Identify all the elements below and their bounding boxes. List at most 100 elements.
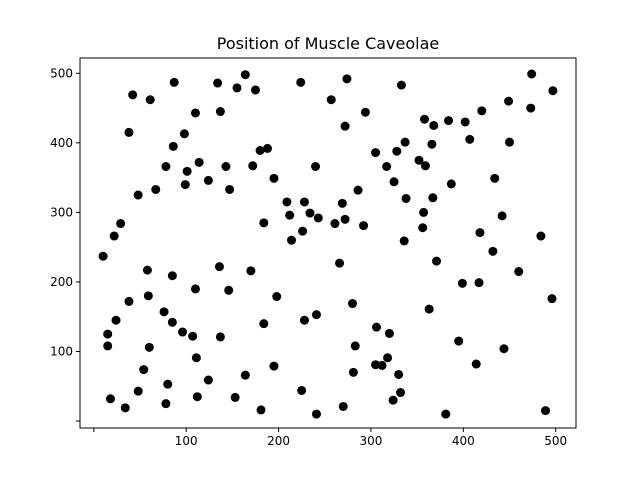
scatter-point <box>526 103 536 113</box>
scatter-point <box>282 197 292 207</box>
scatter-point <box>347 299 357 309</box>
scatter-point <box>394 369 404 379</box>
scatter-point <box>259 218 269 228</box>
scatter-point <box>499 344 509 354</box>
scatter-point <box>240 370 250 380</box>
x-tick-label: 400 <box>452 434 475 448</box>
scatter-point <box>133 190 143 200</box>
scatter-point <box>179 129 189 139</box>
scatter-point <box>161 399 171 409</box>
scatter-point <box>116 219 126 229</box>
scatter-point <box>311 409 321 419</box>
scatter-point <box>359 221 369 231</box>
y-tick-label: 400 <box>50 136 73 150</box>
scatter-point <box>389 177 399 187</box>
scatter-point <box>504 137 514 147</box>
scatter-point <box>124 296 134 306</box>
scatter-point <box>441 409 451 419</box>
scatter-point <box>142 265 152 275</box>
scatter-point <box>305 208 315 218</box>
scatter-point <box>151 184 161 194</box>
scatter-point <box>263 143 273 153</box>
scatter-point <box>248 161 258 171</box>
scatter-point <box>313 213 323 223</box>
scatter-point <box>297 385 307 395</box>
x-tick-label: 100 <box>175 434 198 448</box>
scatter-point <box>109 231 119 241</box>
scatter-point <box>536 231 546 241</box>
scatter-point <box>396 80 406 90</box>
scatter-point <box>169 77 179 87</box>
scatter-point <box>337 198 347 208</box>
scatter-point <box>213 78 223 88</box>
scatter-point <box>388 395 398 405</box>
scatter-point <box>396 388 406 398</box>
x-axis: 100 200 300 400 500 <box>93 428 567 448</box>
scatter-point <box>340 214 350 224</box>
scatter-point <box>225 184 235 194</box>
scatter-point <box>167 271 177 281</box>
scatter-point <box>371 148 381 158</box>
scatter-point <box>475 228 485 238</box>
scatter-point <box>454 336 464 346</box>
y-axis: 100 200 300 400 500 <box>50 66 80 422</box>
scatter-point <box>188 331 198 341</box>
scatter-point <box>255 146 265 155</box>
scatter-point <box>103 341 113 351</box>
scatter-point <box>190 284 200 294</box>
scatter-point <box>163 379 173 389</box>
scatter-point <box>269 361 279 371</box>
scatter-point <box>256 405 266 415</box>
scatter-point <box>457 278 467 288</box>
scatter-point <box>182 166 192 176</box>
scatter-point <box>120 403 130 413</box>
scatter-point <box>214 262 224 272</box>
scatter-point <box>133 386 143 396</box>
scatter-point <box>298 226 308 236</box>
scatter-point <box>143 291 153 301</box>
scatter-point <box>348 367 358 377</box>
scatter-point <box>250 85 260 95</box>
scatter-point <box>548 86 558 96</box>
scatter-point <box>420 161 430 171</box>
scatter-point <box>215 107 225 117</box>
scatter-point <box>400 137 410 147</box>
scatter-point <box>161 161 171 171</box>
y-tick-label: 500 <box>50 66 73 80</box>
scatter-point <box>382 161 392 171</box>
scatter-point <box>471 359 481 369</box>
y-tick-label: 200 <box>50 275 73 289</box>
scatter-point <box>103 329 113 339</box>
scatter-point <box>444 116 454 126</box>
scatter-point <box>159 307 169 317</box>
scatter-point <box>203 175 213 185</box>
scatter-point <box>429 120 439 130</box>
scatter-point <box>240 70 250 80</box>
plot-area-frame <box>79 57 577 429</box>
scatter-point <box>541 406 551 416</box>
scatter-point <box>180 180 190 190</box>
scatter-point <box>203 375 213 385</box>
scatter-point <box>167 317 177 327</box>
scatter-point <box>111 315 121 325</box>
scatter-point <box>285 210 295 220</box>
scatter-point <box>230 392 240 402</box>
scatter-point <box>246 266 256 276</box>
scatter-point <box>488 246 498 256</box>
y-tick-label: 100 <box>50 344 73 358</box>
scatter-point <box>342 74 352 84</box>
scatter-point <box>232 83 242 93</box>
scatter-point <box>527 69 537 79</box>
scatter-point <box>514 267 524 277</box>
scatter-point <box>497 211 507 221</box>
scatter-point <box>299 197 309 207</box>
scatter-point <box>221 161 231 171</box>
scatter-point <box>340 121 350 131</box>
scatter-point <box>446 179 456 189</box>
scatter-point <box>350 341 360 351</box>
scatter-point <box>194 157 204 167</box>
scatter-point <box>547 294 557 304</box>
x-tick-label: 300 <box>359 434 382 448</box>
scatter-point <box>338 401 348 411</box>
scatter-point <box>326 95 336 105</box>
